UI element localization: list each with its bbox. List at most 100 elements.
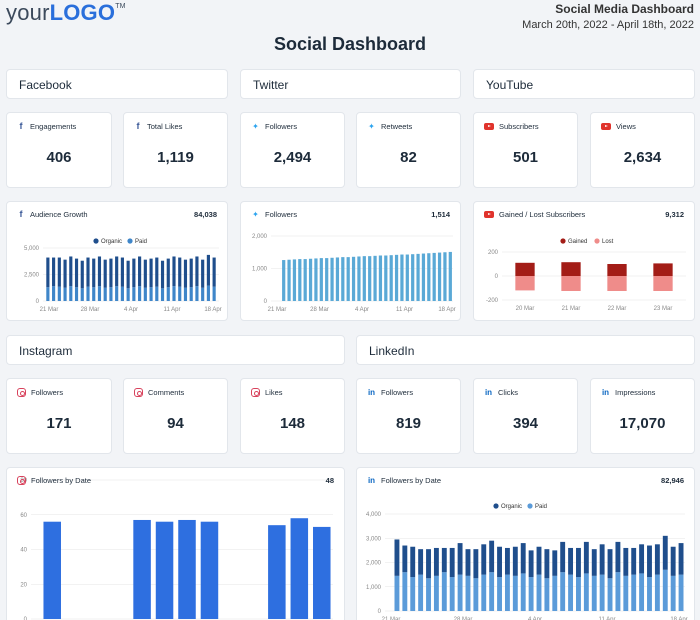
bar-paid xyxy=(160,288,165,301)
bar-paid xyxy=(560,572,566,611)
bar-paid xyxy=(631,574,637,611)
logo: yourLOGOTM xyxy=(6,0,126,25)
bar-organic xyxy=(410,546,416,578)
y-tick-label: 0 xyxy=(24,617,28,620)
kpi-label: Total Likes xyxy=(147,122,183,131)
x-tick-label: 4 Apr xyxy=(124,307,138,313)
bar-paid xyxy=(183,287,188,301)
kpi-value: 406 xyxy=(46,149,72,166)
bar-lost xyxy=(561,276,581,291)
chart-svg: 0 1,000 2,000 21 Mar 28 Mar 4 Apr 11 Apr 18 Apr xyxy=(252,234,456,313)
bar-organic xyxy=(402,545,408,573)
bar-organic xyxy=(623,547,629,576)
legend-marker xyxy=(594,238,600,244)
bar-organic xyxy=(528,550,534,578)
y-tick-label: 1,000 xyxy=(366,585,382,591)
section-linkedin: LinkedIn xyxy=(356,335,695,365)
x-tick-label: 11 Apr xyxy=(599,617,616,620)
bar-paid xyxy=(528,577,534,611)
bar xyxy=(155,521,174,619)
bar-organic xyxy=(86,257,90,287)
bar xyxy=(313,526,331,619)
x-tick-label: 21 Mar xyxy=(562,306,581,312)
bar xyxy=(448,251,452,301)
bar xyxy=(432,252,436,301)
bar-paid xyxy=(520,573,526,611)
y-tick-label: 60 xyxy=(20,513,27,519)
bar-paid xyxy=(402,572,408,611)
bar-paid xyxy=(172,286,176,301)
chart-total: 9,312 xyxy=(665,210,684,219)
legend-marker xyxy=(527,503,533,509)
x-tick-label: 22 Mar xyxy=(608,306,627,312)
bar-organic xyxy=(504,547,510,575)
chart-li-followers: Organic Paid 0 1,000 2,000 3,000 4,000 21 Mar 28… xyxy=(356,467,695,620)
bar xyxy=(416,253,420,301)
bar-organic xyxy=(69,256,73,287)
x-tick-label: 18 Apr xyxy=(438,307,455,313)
bar-paid xyxy=(536,574,542,611)
legend-label: Organic xyxy=(501,504,522,510)
bar-paid xyxy=(92,287,96,301)
bar-paid xyxy=(394,575,400,611)
bar-paid xyxy=(57,286,61,301)
legend-marker xyxy=(93,238,99,244)
bar-organic xyxy=(631,547,637,575)
bar-organic xyxy=(57,257,61,287)
bar-paid xyxy=(109,287,113,301)
kpi-value: 94 xyxy=(167,415,184,432)
legend-label: Paid xyxy=(535,504,547,510)
twitter-icon: ✦ xyxy=(252,210,259,219)
bar xyxy=(443,252,447,301)
bar-paid xyxy=(670,575,676,611)
y-tick-label: 5,000 xyxy=(24,246,40,252)
bar xyxy=(330,257,334,301)
kpi-label: Comments xyxy=(148,388,185,397)
kpi-value: 1,119 xyxy=(157,149,194,166)
chart-yt-subscribers: Gained Lost -200 0 200 20 Mar 21 Mar 22 Mar 23 M… xyxy=(473,201,695,321)
kpi-value: 82 xyxy=(400,149,417,166)
bar-organic xyxy=(206,254,210,286)
bar xyxy=(357,256,361,301)
bar-paid xyxy=(647,577,652,611)
y-tick-label: 3,000 xyxy=(366,536,382,542)
y-tick-label: 40 xyxy=(20,548,27,554)
y-tick-label: 0 xyxy=(36,299,40,305)
bar-organic xyxy=(433,547,439,576)
bar-paid xyxy=(481,574,487,611)
chart-total: 82,946 xyxy=(661,476,684,485)
bar-paid xyxy=(639,573,645,611)
chart-svg: Organic Paid 0 1,000 2,000 3,000 4,000 21 Mar 28… xyxy=(366,503,688,620)
kpi-ig-followers: Followers 171 xyxy=(6,378,112,454)
bar xyxy=(314,258,318,301)
bar xyxy=(200,521,219,619)
bar-organic xyxy=(149,258,153,288)
bar-paid xyxy=(166,287,170,301)
bar-organic xyxy=(576,547,581,578)
bar xyxy=(178,519,196,619)
y-tick-label: 2,000 xyxy=(252,234,268,240)
bar-organic xyxy=(201,259,205,288)
bar-paid xyxy=(662,569,668,611)
kpi-value: 17,070 xyxy=(619,415,666,432)
bar-organic xyxy=(512,546,518,576)
bar xyxy=(292,259,297,301)
kpi-yt-views: Views 2,634 xyxy=(590,112,695,188)
bar xyxy=(378,255,383,301)
bar-organic xyxy=(109,258,113,288)
bar-paid xyxy=(74,287,79,301)
bar xyxy=(346,257,350,301)
kpi-label: Engagements xyxy=(30,122,77,131)
bar-organic xyxy=(155,257,159,287)
chart-title: Followers xyxy=(265,210,298,219)
bar-organic xyxy=(544,549,550,579)
bar-organic xyxy=(615,541,621,573)
bar-paid xyxy=(195,286,199,301)
bar-paid xyxy=(441,572,447,611)
chart-total: 48 xyxy=(325,476,334,485)
bar xyxy=(43,521,61,619)
chart-title: Audience Growth xyxy=(30,210,88,219)
chart-total: 84,038 xyxy=(194,210,217,219)
bar xyxy=(400,254,404,301)
